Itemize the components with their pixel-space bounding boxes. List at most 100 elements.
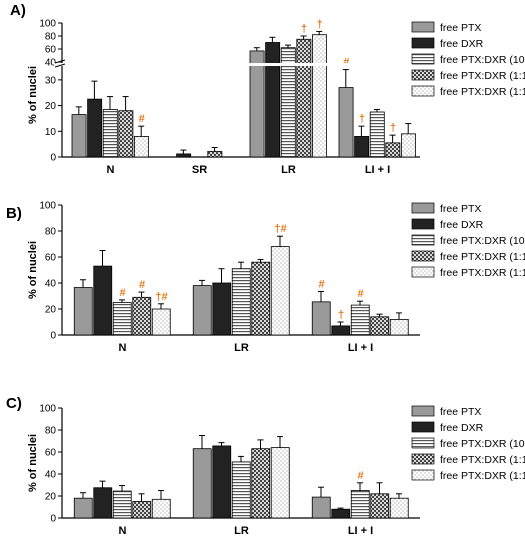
- legend-swatch-free-dxr: [411, 218, 435, 230]
- legend-swatch-free-ptx-dxr-1-10: [411, 469, 435, 481]
- legend-label-free-ptx-dxr-10-1: free PTX:DXR (10:1): [440, 54, 525, 66]
- bar-lr-free-ptx-dxr-1-1: [251, 261, 271, 336]
- legend-label-free-ptx-dxr-1-10: free PTX:DXR (1:10): [440, 470, 525, 482]
- legend-label-free-dxr: free DXR: [440, 219, 484, 231]
- bar-n-free-ptx-dxr-10-1: [112, 302, 132, 336]
- y-tick-label: 0: [50, 331, 56, 342]
- legend-label-free-ptx-dxr-1-10: free PTX:DXR (1:10): [440, 86, 525, 98]
- significance-marker: †: [359, 113, 365, 125]
- legend-swatch-free-ptx-dxr-1-1: [411, 250, 435, 262]
- bar-sr-free-dxr: [176, 153, 192, 158]
- y-tick-label: 30: [45, 75, 57, 86]
- bar-li-i-free-dxr: [331, 325, 351, 336]
- bar-n-free-dxr: [87, 98, 103, 158]
- y-tick-label: 20: [45, 492, 57, 503]
- category-label-sr: SR: [192, 164, 207, 175]
- category-label-li-i: LI + I: [348, 525, 373, 537]
- legend-swatch-free-ptx-dxr-10-1: [411, 437, 435, 449]
- y-tick-label: 0: [50, 153, 56, 164]
- significance-marker: †: [390, 122, 396, 134]
- category-label-n: N: [107, 164, 115, 175]
- bar-li-i-free-ptx-dxr-1-1: [370, 316, 390, 336]
- y-tick-label: 60: [45, 448, 57, 459]
- bar-n-free-dxr: [93, 265, 113, 336]
- y-tick-label: 40: [45, 470, 57, 481]
- legend-label-free-dxr: free DXR: [440, 422, 484, 434]
- legend-swatch-free-dxr: [411, 421, 435, 433]
- legend-label-free-dxr: free DXR: [440, 38, 484, 50]
- significance-marker: #: [357, 470, 363, 482]
- significance-marker: †#: [274, 223, 286, 235]
- bar-li-i-free-ptx-dxr-1-1: [370, 493, 390, 519]
- bar-n-free-ptx: [73, 287, 93, 336]
- legend-swatch-free-dxr: [411, 37, 435, 49]
- category-label-li-i: LI + I: [365, 164, 390, 175]
- y-tick-label: 80: [45, 32, 57, 43]
- category-label-lr: LR: [281, 164, 296, 175]
- bar-n-free-ptx-dxr-1-1: [132, 296, 152, 336]
- y-tick-label: 60: [45, 253, 57, 264]
- bar-n-free-dxr: [93, 487, 113, 519]
- legend-label-free-ptx-dxr-1-1: free PTX:DXR (1:1): [440, 251, 525, 263]
- bar-li-i-free-ptx-dxr-1-10: [389, 497, 409, 519]
- y-tick-label: 80: [45, 426, 57, 437]
- bar-n-free-ptx-dxr-1-1: [132, 501, 152, 519]
- bar-n-free-ptx: [73, 497, 93, 519]
- y-tick-label: 10: [45, 127, 57, 138]
- significance-marker: †: [338, 309, 344, 321]
- significance-marker: #: [119, 287, 125, 299]
- bar-sr-free-ptx-dxr-1-1: [207, 150, 223, 158]
- y-axis-label: % of nuclei: [27, 66, 39, 124]
- significance-marker: #: [343, 57, 349, 69]
- bar-li-i-free-ptx: [311, 496, 331, 519]
- y-tick-label: 80: [45, 227, 57, 238]
- panel-a-chart: A) % of nuclei 0 10 20 30 40 60 80 100 N SR LR LI + I…: [10, 2, 525, 175]
- bar-lr-free-ptx: [192, 448, 212, 519]
- y-tick-label: 40: [45, 58, 57, 69]
- bar-lr-free-ptx-dxr-1-1: [296, 38, 312, 158]
- bar-li-i-free-ptx: [338, 87, 354, 158]
- legend-label-free-ptx-dxr-10-1: free PTX:DXR (10:1): [440, 235, 525, 247]
- bar-lr-free-ptx-dxr-10-1: [231, 461, 251, 519]
- bar-lr-free-ptx: [192, 285, 212, 336]
- significance-marker: #: [357, 288, 363, 300]
- legend-swatch-free-ptx-dxr-10-1: [411, 234, 435, 246]
- bar-n-free-ptx-dxr-1-10: [151, 498, 171, 519]
- panel-label: C): [6, 395, 22, 412]
- bar-n-free-ptx-dxr-1-10: [133, 136, 149, 158]
- significance-marker: †#: [155, 291, 167, 303]
- panel-label: B): [6, 205, 22, 222]
- legend-label-free-ptx-dxr-1-10: free PTX:DXR (1:10): [440, 267, 525, 279]
- bar-li-i-free-ptx-dxr-10-1: [369, 111, 385, 158]
- legend-label-free-ptx: free PTX: [440, 203, 481, 215]
- legend-swatch-free-ptx-dxr-1-1: [411, 69, 435, 81]
- bar-n-free-ptx-dxr-10-1: [102, 109, 118, 158]
- category-label-lr: LR: [234, 342, 249, 354]
- bar-lr-free-dxr: [265, 42, 281, 158]
- legend-swatch-free-ptx-dxr-1-1: [411, 453, 435, 465]
- bar-lr-free-ptx-dxr-1-10: [311, 34, 327, 158]
- category-label-li-i: LI + I: [348, 342, 373, 354]
- legend-swatch-free-ptx: [411, 405, 435, 417]
- significance-marker: #: [139, 279, 145, 291]
- y-tick-label: 20: [45, 305, 57, 316]
- legend-label-free-ptx: free PTX: [440, 406, 481, 418]
- bar-li-i-free-ptx-dxr-10-1: [350, 304, 370, 336]
- category-label-lr: LR: [234, 525, 249, 537]
- legend-swatch-free-ptx-dxr-1-10: [411, 266, 435, 278]
- y-axis-label: % of nuclei: [27, 434, 39, 492]
- legend-swatch-free-ptx: [411, 202, 435, 214]
- bar-li-i-free-ptx-dxr-1-1: [385, 142, 401, 158]
- legend-label-free-ptx-dxr-1-1: free PTX:DXR (1:1): [440, 454, 525, 466]
- panel-label: A): [10, 2, 26, 19]
- legend-swatch-free-ptx-dxr-1-10: [411, 85, 435, 97]
- y-tick-label: 0: [50, 514, 56, 525]
- significance-marker: #: [139, 113, 145, 125]
- bar-n-free-ptx-dxr-1-10: [151, 308, 171, 336]
- bar-lr-free-ptx-dxr-1-10: [270, 246, 290, 336]
- y-tick-label: 100: [39, 404, 56, 415]
- bar-lr-free-ptx-dxr-1-1: [251, 448, 271, 519]
- category-label-n: N: [119, 525, 127, 537]
